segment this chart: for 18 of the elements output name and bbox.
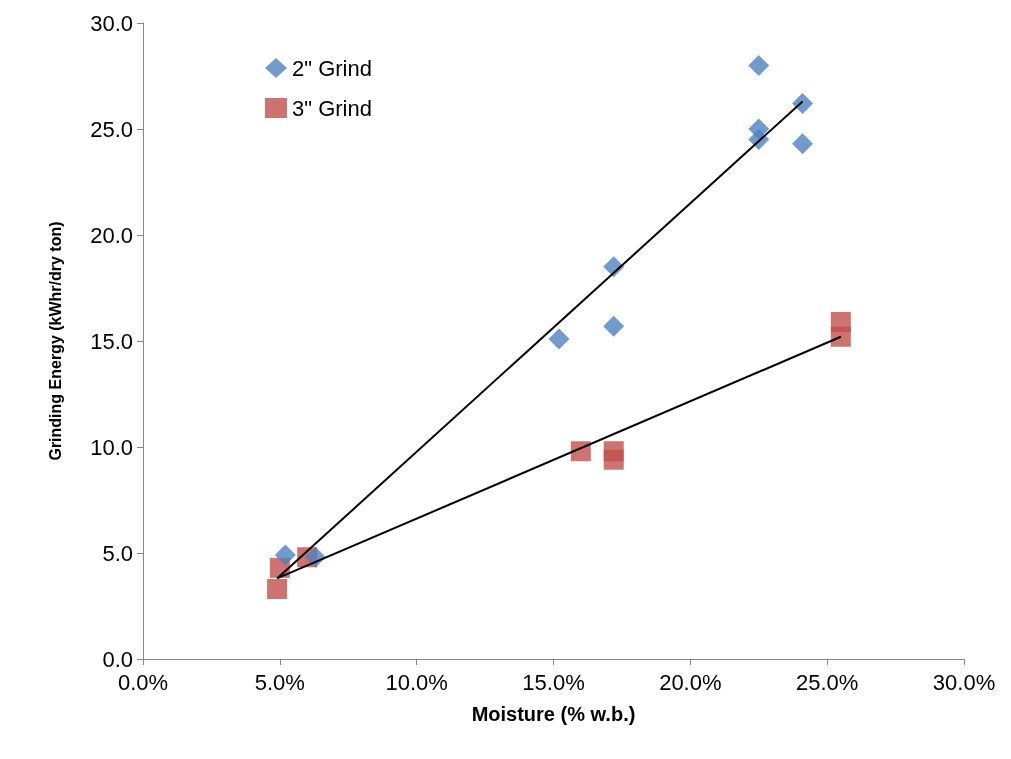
x-tick-label: 15.0% xyxy=(522,669,585,695)
y-axis-title: Grinding Energy (kWhr/dry ton) xyxy=(46,221,64,461)
x-tick-label: 25.0% xyxy=(795,669,859,695)
y-tick-label: 20.0 xyxy=(90,222,133,248)
y-tick-label: 25.0 xyxy=(90,116,133,142)
x-tick-label: 10.0% xyxy=(385,669,448,695)
y-tick-label: 5.0 xyxy=(102,540,133,566)
legend-label: 2" Grind xyxy=(292,55,372,81)
y-tick-label: 15.0 xyxy=(90,328,133,354)
x-tick-label: 30.0% xyxy=(932,669,996,695)
legend-label: 3" Grind xyxy=(292,95,372,121)
x-axis-title: Moisture (% w.b.) xyxy=(471,703,636,725)
x-tick-label: 20.0% xyxy=(659,669,722,695)
y-tick-label: 30.0 xyxy=(90,10,133,36)
y-tick-label: 10.0 xyxy=(90,434,133,460)
y-tick-label: 0.0 xyxy=(102,646,133,672)
x-tick-label: 5.0% xyxy=(254,669,305,695)
x-tick-label: 0.0% xyxy=(117,669,169,695)
